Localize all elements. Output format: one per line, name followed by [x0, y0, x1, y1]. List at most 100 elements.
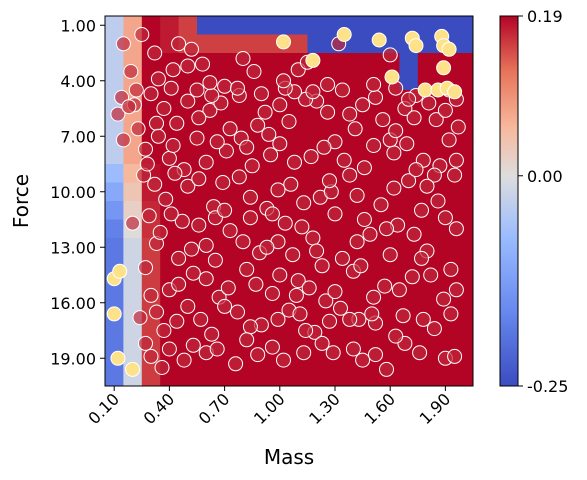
scatter-point — [320, 104, 336, 120]
scatter-point — [217, 202, 233, 218]
scatter-point — [450, 119, 466, 135]
scatter-point — [388, 328, 404, 344]
scatter-point — [264, 206, 280, 222]
scatter-point — [248, 276, 264, 292]
scatter-point — [399, 136, 415, 152]
heatmap-cell — [123, 201, 143, 221]
scatter-point — [235, 234, 251, 250]
scatter-point — [349, 234, 365, 250]
scatter-point — [152, 224, 168, 240]
scatter-point — [228, 356, 244, 372]
scatter-point — [193, 311, 209, 327]
heatmap-cell — [417, 53, 437, 73]
scatter-point — [222, 223, 238, 239]
scatter-point — [447, 348, 463, 364]
scatter-point — [149, 115, 164, 131]
x-axis: 0.10 0.40 0.70 1.00 1.30 1.60 1.90 — [84, 386, 454, 428]
scatter-point — [167, 165, 183, 181]
scatter-point — [401, 173, 417, 189]
colorbar-tick-label: 0.19 — [527, 7, 563, 26]
heatmap-cell — [454, 71, 473, 91]
heatmap-cell — [417, 293, 437, 313]
scatter-point — [276, 73, 291, 89]
heatmap-cell — [141, 367, 161, 386]
x-tick-label: 1.90 — [416, 389, 455, 428]
scatter-point — [149, 304, 164, 320]
heatmap-cell — [362, 53, 382, 73]
scatter-point — [246, 64, 262, 79]
scatter-point — [373, 197, 389, 213]
scatter-point — [414, 202, 429, 218]
heatmap-cell — [381, 293, 400, 313]
scatter-point — [239, 139, 255, 155]
heatmap-cell — [233, 34, 253, 54]
scatter-point — [272, 267, 288, 283]
scatter-point — [263, 147, 279, 163]
scatter-point — [290, 273, 306, 289]
heatmap-cell — [417, 219, 437, 239]
scatter-point — [110, 106, 126, 122]
heatmap-cell — [197, 182, 216, 202]
heatmap-cell — [399, 71, 419, 91]
heatmap-cell — [362, 256, 382, 276]
scatter-point — [139, 156, 155, 172]
scatter-point — [292, 306, 308, 322]
heatmap-cell — [399, 367, 419, 386]
scatter-point — [174, 213, 190, 229]
scatter-point — [132, 310, 148, 326]
scatter-point — [220, 280, 236, 296]
heatmap-cell — [233, 275, 253, 295]
heatmap-cell — [344, 53, 364, 73]
scatter-point — [281, 114, 297, 129]
scatter-point — [156, 323, 172, 338]
scatter-point — [163, 206, 179, 222]
scatter-point — [379, 221, 394, 237]
scatter-point — [426, 167, 442, 183]
scatter-point — [448, 221, 464, 237]
scatter-point-low — [408, 38, 424, 54]
scatter-point-low — [112, 263, 128, 279]
y-axis-title: Force — [9, 174, 33, 228]
y-axis: 1.00 4.00 7.00 10.00 13.00 16.00 19.00 — [50, 16, 105, 368]
scatter-point — [298, 323, 314, 338]
scatter-point — [191, 110, 207, 126]
heatmap-cell — [270, 53, 290, 73]
scatter-point — [283, 176, 299, 192]
scatter-point — [443, 306, 459, 322]
scatter-point — [165, 62, 181, 78]
scatter-point — [156, 101, 172, 116]
scatter-point — [198, 237, 214, 253]
scatter-point — [189, 130, 205, 146]
scatter-point — [426, 321, 442, 337]
scatter-point — [333, 300, 348, 316]
scatter-point — [276, 352, 291, 368]
scatter-point — [150, 71, 166, 87]
scatter-point — [277, 215, 293, 231]
scatter-point — [180, 58, 196, 74]
heatmap-cell — [178, 367, 198, 386]
scatter-point — [209, 341, 225, 357]
scatter-point — [327, 206, 343, 222]
scatter-point — [161, 150, 177, 166]
heatmap-cell — [178, 145, 198, 165]
heatmap-cell — [215, 53, 235, 73]
heatmap-cell — [307, 201, 327, 221]
scatter-point — [379, 361, 394, 377]
scatter-point — [180, 178, 196, 194]
scatter-point — [176, 352, 192, 368]
scatter-point — [141, 208, 157, 224]
heatmap-cell — [252, 34, 272, 54]
y-tick-label: 7.00 — [60, 127, 96, 146]
x-tick-label: 0.10 — [84, 389, 123, 428]
heatmap-cell — [417, 367, 437, 386]
scatter-point — [191, 171, 207, 187]
scatter-point — [123, 64, 139, 79]
scatter-point-low — [125, 361, 141, 377]
heatmap-cell — [399, 238, 419, 258]
scatter-point — [242, 189, 258, 205]
scatter-point — [134, 27, 150, 42]
scatter-point — [264, 286, 280, 301]
scatter-point — [342, 106, 358, 122]
scatter-point — [239, 261, 255, 277]
y-tick-label: 16.00 — [50, 294, 96, 313]
